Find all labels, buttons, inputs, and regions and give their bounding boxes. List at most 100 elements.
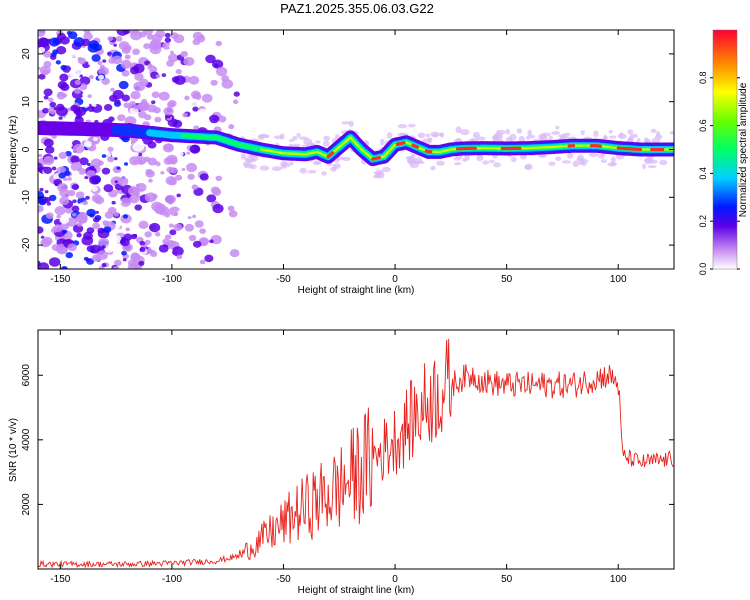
noise-blob — [397, 132, 406, 137]
noise-blob — [72, 143, 85, 154]
noise-blob — [59, 196, 70, 206]
noise-blob — [133, 81, 146, 92]
noise-blob — [227, 205, 235, 212]
noise-blob — [476, 154, 484, 162]
noise-blob — [190, 98, 200, 107]
noise-blob — [171, 246, 184, 257]
noise-blob — [186, 162, 198, 173]
noise-blob — [150, 164, 159, 172]
noise-blob — [488, 159, 495, 164]
noise-blob — [113, 223, 121, 230]
noise-blob — [88, 61, 93, 66]
colorbar-frame — [712, 29, 738, 270]
noise-blob — [52, 49, 59, 55]
noise-blob — [151, 100, 156, 105]
noise-blob — [82, 101, 90, 108]
noise-blob — [107, 32, 114, 38]
noise-blob — [209, 239, 214, 244]
noise-blob — [97, 227, 105, 234]
noise-blob — [71, 212, 77, 217]
noise-blob — [84, 176, 89, 180]
noise-blob — [76, 232, 82, 238]
noise-blob — [382, 166, 391, 173]
spectrogram-x-label: Height of straight line (km) — [298, 285, 415, 296]
noise-blob — [127, 262, 140, 269]
noise-blob — [90, 30, 102, 36]
noise-blob — [60, 64, 67, 71]
noise-blob — [118, 200, 123, 204]
noise-blob — [45, 145, 55, 154]
noise-blob — [619, 132, 624, 139]
noise-blob — [67, 243, 77, 252]
noise-blob — [162, 189, 171, 197]
noise-blob — [647, 164, 657, 169]
noise-blob — [95, 210, 99, 214]
noise-blob — [91, 194, 102, 203]
noise-blob — [187, 173, 195, 180]
noise-blob — [669, 131, 674, 135]
noise-blob — [516, 128, 523, 134]
noise-blob — [91, 186, 98, 192]
noise-blob — [112, 89, 124, 100]
snr-x-label: Height of straight line (km) — [298, 585, 415, 596]
noise-blob — [124, 54, 131, 60]
noise-blob — [184, 208, 195, 217]
noise-blob — [110, 87, 115, 92]
spectrogram-x-tick-label: -100 — [162, 274, 182, 285]
noise-blob — [49, 54, 57, 60]
noise-blob — [43, 88, 53, 97]
noise-blob — [170, 67, 176, 73]
noise-blob — [580, 130, 585, 136]
noise-blob — [185, 193, 194, 201]
noise-blob — [196, 163, 203, 169]
noise-blob — [160, 171, 165, 175]
noise-blob — [70, 155, 80, 164]
noise-blob — [72, 170, 80, 177]
spectrogram-y-label: Frequency (Hz) — [8, 116, 19, 185]
noise-blob — [133, 63, 145, 74]
noise-blob — [216, 66, 228, 77]
noise-blob — [66, 48, 78, 58]
noise-blob — [462, 157, 468, 162]
noise-blob — [636, 137, 641, 144]
noise-blob — [154, 116, 162, 123]
noise-blob — [524, 164, 531, 170]
noise-blob — [70, 161, 83, 172]
noise-blob — [125, 227, 131, 232]
noise-blob — [166, 240, 175, 247]
noise-blob — [144, 231, 152, 238]
noise-blob — [111, 235, 122, 244]
noise-blob — [208, 114, 220, 124]
noise-blob — [114, 141, 122, 148]
noise-blob — [315, 140, 321, 144]
noise-blob — [215, 175, 223, 182]
snr-plot-area — [38, 330, 674, 569]
noise-blob — [92, 222, 100, 230]
noise-blob — [113, 212, 119, 217]
noise-blob — [86, 87, 93, 93]
colorbar-tick-label: 0.2 — [698, 215, 708, 228]
noise-blob — [103, 104, 113, 111]
noise-blob — [170, 50, 174, 54]
ridge-peak — [424, 149, 433, 154]
noise-blob — [593, 130, 599, 138]
noise-blob — [273, 135, 284, 140]
noise-blob — [180, 162, 186, 167]
noise-blob — [40, 235, 45, 239]
noise-blob — [176, 47, 181, 52]
noise-blob — [81, 38, 91, 47]
noise-blob — [75, 191, 85, 199]
noise-blob — [288, 139, 295, 143]
noise-blob — [417, 132, 426, 139]
noise-blob — [627, 129, 634, 135]
noise-blob — [453, 157, 461, 161]
noise-blob — [204, 119, 211, 124]
noise-blob — [82, 92, 89, 98]
noise-blob — [123, 162, 129, 166]
noise-blob — [172, 119, 183, 128]
noise-blob — [77, 57, 87, 65]
noise-blob — [43, 138, 54, 148]
spectrogram-y-axis: -20 -10 0 10 20 — [21, 48, 674, 252]
noise-blob — [651, 137, 661, 144]
noise-blob — [93, 216, 100, 223]
